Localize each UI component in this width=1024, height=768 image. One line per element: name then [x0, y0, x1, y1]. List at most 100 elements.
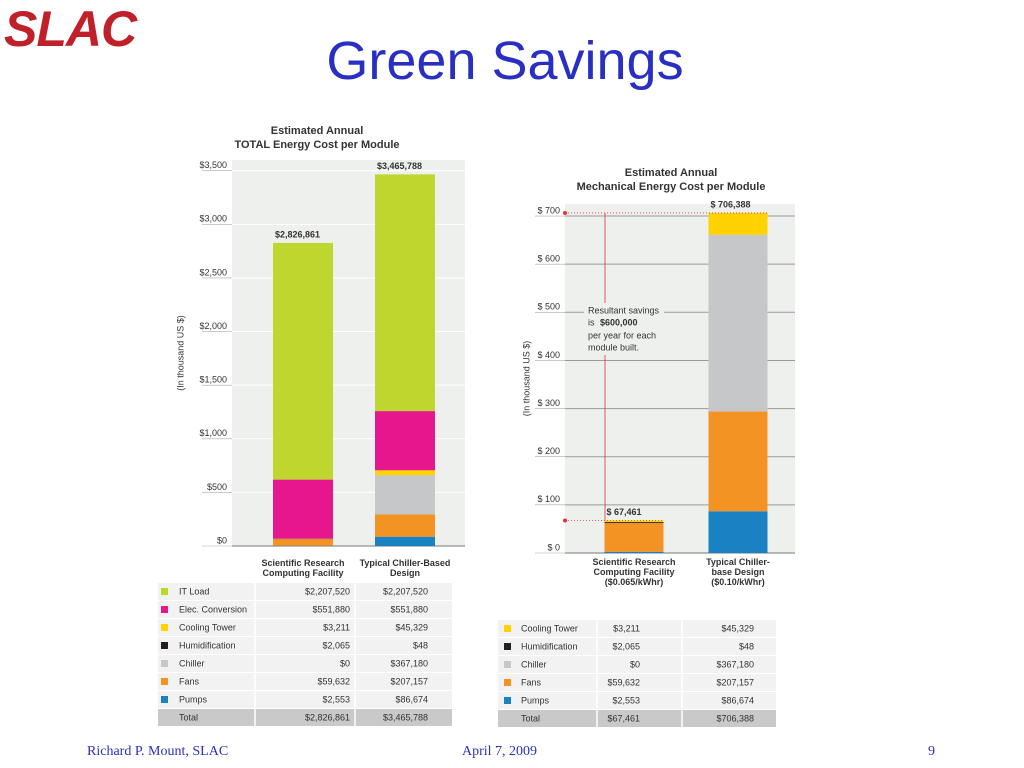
table-cell: $45,329 — [721, 623, 754, 633]
annotation: per year for each — [588, 330, 656, 340]
legend-label: IT Load — [179, 586, 209, 596]
legend-swatch — [161, 660, 168, 667]
bar-segment — [375, 470, 435, 476]
table-cell: $2,065 — [322, 640, 350, 650]
table-cell: $2,553 — [612, 695, 640, 705]
bar-total-label: $2,826,861 — [275, 229, 320, 239]
legend-label: Fans — [521, 677, 542, 687]
bar-segment — [375, 514, 435, 537]
bar-segment — [375, 475, 435, 515]
table-row — [498, 638, 776, 655]
y-tick-label: $ 300 — [537, 398, 560, 408]
table-cell: $2,207,520 — [305, 586, 350, 596]
table-cell: $86,674 — [395, 694, 428, 704]
legend-label: Chiller — [179, 658, 205, 668]
y-tick-label: $2,500 — [199, 267, 227, 277]
table-cell: $2,553 — [322, 694, 350, 704]
annotation: Resultant savings — [588, 305, 660, 315]
bar-total-label: $3,465,788 — [377, 161, 422, 171]
legend-label: Humidification — [179, 640, 236, 650]
x-tick-label: Scientific Research Computing Facility — [261, 558, 345, 578]
legend-label: Pumps — [521, 695, 550, 705]
legend-label: Cooling Tower — [521, 623, 578, 633]
table-total-row — [158, 709, 452, 726]
table-cell: $48 — [739, 641, 754, 651]
y-axis-label: (In thousand US $) — [175, 315, 185, 391]
y-tick-label: $3,000 — [199, 214, 227, 224]
y-tick-label: $ 400 — [537, 350, 560, 360]
x-tick-label: Scientific Research Computing Facility (… — [592, 557, 676, 587]
bar-segment — [604, 522, 664, 524]
logo: SLAC — [4, 1, 137, 57]
legend-label: Cooling Tower — [179, 622, 236, 632]
annotation: module built. — [588, 342, 639, 352]
table-cell: $86,674 — [721, 695, 754, 705]
legend-swatch — [504, 661, 511, 668]
bar-segment — [375, 174, 435, 412]
x-tick-label: Typical Chiller- base Design ($0.10/kWhr… — [706, 557, 770, 587]
table-row — [498, 674, 776, 691]
legend-swatch — [161, 588, 168, 595]
legend-swatch — [504, 697, 511, 704]
bar-segment — [375, 411, 435, 471]
y-tick-label: $2,000 — [199, 321, 227, 331]
table-cell: $59,632 — [317, 676, 350, 686]
y-tick-label: $ 500 — [537, 302, 560, 312]
table-cell: $367,180 — [390, 658, 428, 668]
table-row — [158, 619, 452, 636]
bar-segment — [708, 234, 768, 412]
y-tick-label: $500 — [207, 482, 227, 492]
table-total-row — [498, 710, 776, 727]
table-cell: $207,157 — [716, 677, 754, 687]
table-total-label: Total — [521, 713, 540, 723]
y-tick-label: $0 — [217, 535, 227, 545]
footer-page: 9 — [928, 744, 935, 759]
bar-segment — [708, 411, 768, 512]
table-cell: $551,880 — [390, 604, 428, 614]
y-axis-label: (In thousand US $) — [521, 341, 531, 417]
table-cell: $551,880 — [312, 604, 350, 614]
bar-segment — [273, 242, 333, 480]
table-cell: $59,632 — [607, 677, 640, 687]
bar-segment — [273, 479, 333, 539]
bar-total-label: $ 706,388 — [711, 199, 751, 209]
table-row — [158, 583, 452, 600]
y-tick-label: $1,500 — [199, 375, 227, 385]
legend-swatch — [161, 678, 168, 685]
total-reference-dot — [563, 518, 567, 523]
footer-date: April 7, 2009 — [462, 744, 538, 759]
y-tick-label: $ 100 — [537, 494, 560, 504]
legend-swatch — [161, 624, 168, 631]
table-cell: $2,207,520 — [383, 586, 428, 596]
legend-label: Humidification — [521, 641, 578, 651]
table-cell: $3,211 — [613, 623, 640, 633]
slide-title: Green Savings — [326, 31, 684, 91]
table-row — [158, 691, 452, 708]
legend-label: Elec. Conversion — [179, 604, 247, 614]
annotation: $600,000 — [600, 317, 638, 327]
y-tick-label: $ 600 — [537, 254, 560, 264]
legend-swatch — [504, 643, 511, 650]
table-total-cell: $706,388 — [716, 713, 754, 723]
table-row — [498, 620, 776, 637]
bar-segment — [375, 536, 435, 546]
y-tick-label: $1,000 — [199, 428, 227, 438]
table-total-label: Total — [179, 712, 198, 722]
annotation-bg — [584, 303, 664, 355]
table-row — [498, 656, 776, 673]
bar-segment — [273, 539, 333, 546]
table-row — [158, 673, 452, 690]
chart-title: Estimated Annual Mechanical Energy Cost … — [576, 167, 766, 193]
table-cell: $0 — [340, 658, 350, 668]
legend-label: Pumps — [179, 694, 208, 704]
y-tick-label: $ 0 — [547, 542, 560, 552]
table-total-cell: $2,826,861 — [305, 712, 350, 722]
bar-segment — [604, 523, 664, 552]
bar-segment — [708, 212, 768, 235]
table-row — [498, 692, 776, 709]
table-cell: $48 — [413, 640, 428, 650]
y-tick-label: $3,500 — [199, 160, 227, 170]
total-reference-dot — [563, 210, 567, 215]
